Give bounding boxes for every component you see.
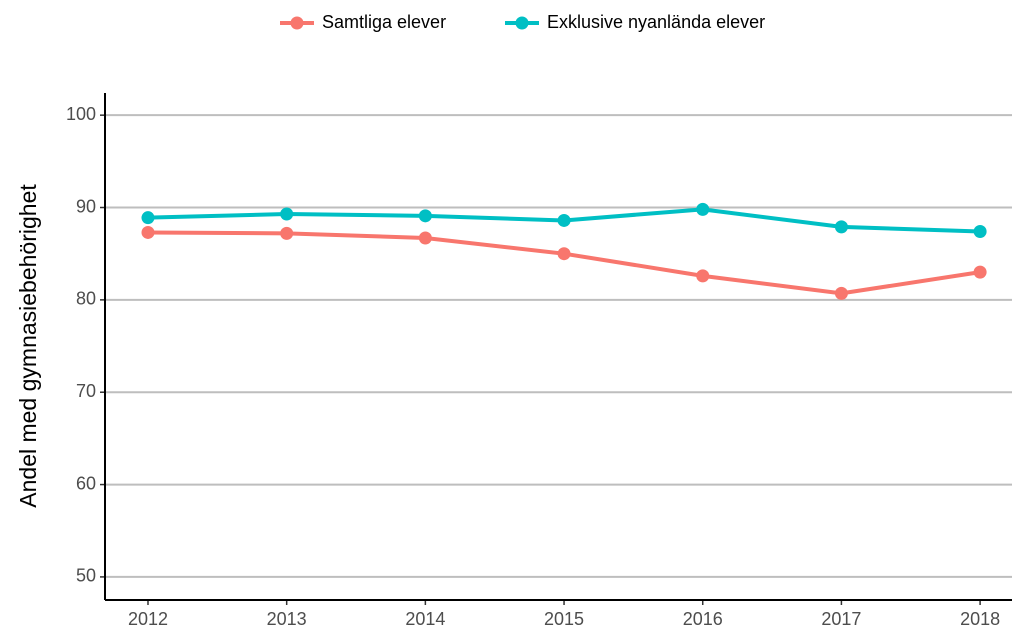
x-tick-label: 2013 [267,609,307,629]
y-tick-label: 70 [76,381,96,401]
x-tick-label: 2012 [128,609,168,629]
y-tick-label: 60 [76,473,96,493]
legend-swatch-point [515,16,529,30]
y-tick-label: 50 [76,566,96,586]
data-point [557,247,571,261]
data-point [973,265,987,279]
y-tick-label: 80 [76,289,96,309]
data-point [141,211,155,225]
data-point [280,207,294,221]
x-tick-label: 2015 [544,609,584,629]
data-point [696,202,710,216]
x-tick-label: 2016 [683,609,723,629]
data-point [696,269,710,283]
data-point [834,220,848,234]
data-point [141,225,155,239]
legend-swatch-point [290,16,304,30]
x-tick-label: 2014 [405,609,445,629]
y-axis-label: Andel med gymnasiebehörighet [15,184,41,508]
data-point [280,226,294,240]
y-tick-label: 100 [66,104,96,124]
series-line [147,230,981,296]
legend-label: Samtliga elever [322,12,446,32]
data-point [973,225,987,239]
x-tick-label: 2018 [960,609,1000,629]
x-tick-label: 2017 [821,609,861,629]
legend-label: Exklusive nyanlända elever [547,12,765,32]
data-point [557,213,571,227]
data-point [418,231,432,245]
data-point [418,209,432,223]
y-tick-label: 90 [76,196,96,216]
data-point [834,286,848,300]
